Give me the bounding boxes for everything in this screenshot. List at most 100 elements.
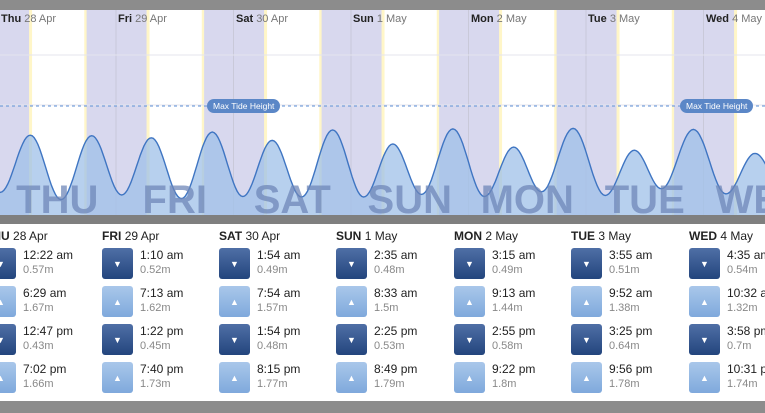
tide-time: 7:40 pm — [140, 362, 184, 376]
arrow-up-icon: ▲ — [571, 286, 602, 317]
tide-time: 2:25 pm — [374, 324, 418, 338]
day-header: Fri 29 Apr — [118, 13, 167, 25]
max-tide-label-2: Max Tide Height — [680, 99, 754, 113]
tide-time: 7:54 am — [257, 286, 301, 300]
day-header-dow: Sun — [353, 13, 374, 25]
day-header: Mon 2 May — [471, 13, 527, 25]
day-column-dow: MON — [454, 229, 482, 243]
day-header-date: 29 Apr — [135, 13, 167, 25]
low-tide-entry: ▼ 2:25 pm 0.53m — [336, 322, 453, 358]
arrow-up-icon: ▲ — [454, 286, 485, 317]
tide-time: 10:31 pm — [727, 362, 765, 376]
day-column-dow: SUN — [336, 229, 362, 243]
tide-height: 1.73m — [140, 378, 171, 390]
tide-height: 1.38m — [609, 302, 640, 314]
day-header-date: 2 May — [496, 13, 527, 25]
day-column-dow: TUE — [571, 229, 595, 243]
arrow-up-icon: ▲ — [336, 286, 367, 317]
arrow-up-icon: ▲ — [219, 362, 250, 393]
arrow-down-icon: ▼ — [454, 248, 485, 279]
tide-chart: THU FRI SAT SUN MON TUE WED Thu 28 Apr Fri 29 A… — [0, 10, 765, 215]
day-header-dow: Mon — [471, 13, 494, 25]
tide-time: 12:47 pm — [23, 324, 74, 338]
top-border — [0, 0, 765, 10]
tide-height: 0.64m — [609, 340, 640, 352]
arrow-down-icon: ▼ — [689, 324, 720, 355]
day-header-dow: Thu — [1, 13, 22, 25]
low-tide-entry: ▼ 12:47 pm 0.43m — [0, 322, 102, 358]
tide-time: 3:15 am — [492, 248, 536, 262]
day-column-dow: SAT — [219, 229, 243, 243]
arrow-down-icon: ▼ — [336, 324, 367, 355]
high-tide-entry: ▲ 8:15 pm 1.77m — [219, 360, 336, 396]
tide-height: 1.62m — [140, 302, 171, 314]
day-header: Wed 4 May — [706, 13, 762, 25]
tide-time: 3:25 pm — [609, 324, 653, 338]
high-tide-entry: ▲ 9:52 am 1.38m — [571, 284, 688, 320]
dusk-edge — [319, 10, 323, 215]
tide-height: 0.53m — [374, 340, 405, 352]
tide-height: 1.79m — [374, 378, 405, 390]
low-tide-entry: ▼ 3:58 pm 0.7m — [689, 322, 765, 358]
arrow-down-icon: ▼ — [0, 248, 16, 279]
low-tide-entry: ▼ 2:55 pm 0.58m — [454, 322, 571, 358]
tide-time: 9:22 pm — [492, 362, 536, 376]
tide-area — [0, 128, 765, 215]
tide-time: 7:02 pm — [23, 362, 67, 376]
arrow-down-icon: ▼ — [571, 324, 602, 355]
dusk-edge — [436, 10, 440, 215]
low-tide-entry: ▼ 2:35 am 0.48m — [336, 246, 453, 282]
low-tide-entry: ▼ 1:54 am 0.49m — [219, 246, 336, 282]
arrow-down-icon: ▼ — [571, 248, 602, 279]
tide-times-table: THU 28 Apr ▼ 12:22 am 0.57m ▲ 6:29 am 1.67m ▼ 12… — [0, 224, 765, 401]
tide-height: 1.57m — [257, 302, 288, 314]
tide-graph: THU FRI SAT SUN MON TUE WED — [0, 10, 765, 215]
arrow-down-icon: ▼ — [689, 248, 720, 279]
dawn-edge — [29, 10, 33, 215]
dusk-edge — [84, 10, 88, 215]
tide-time: 1:54 pm — [257, 324, 301, 338]
day-column-date: 29 Apr — [124, 229, 160, 243]
high-tide-entry: ▲ 8:49 pm 1.79m — [336, 360, 453, 396]
low-tide-entry: ▼ 1:54 pm 0.48m — [219, 322, 336, 358]
day-column-header: MON 2 May — [454, 229, 518, 243]
tide-time: 12:22 am — [23, 248, 74, 262]
high-tide-entry: ▲ 7:02 pm 1.66m — [0, 360, 102, 396]
day-header: Tue 3 May — [588, 13, 640, 25]
arrow-up-icon: ▲ — [689, 362, 720, 393]
day-column: SAT 30 Apr ▼ 1:54 am 0.49m ▲ 7:54 am 1.57m ▼ 1:5… — [219, 224, 336, 401]
tide-time: 9:56 pm — [609, 362, 653, 376]
dawn-edge — [616, 10, 620, 215]
day-header-date: 28 Apr — [24, 13, 57, 25]
tide-height: 1.5m — [374, 302, 399, 314]
tide-time: 8:49 pm — [374, 362, 418, 376]
high-tide-entry: ▲ 8:33 am 1.5m — [336, 284, 453, 320]
low-tide-entry: ▼ 4:35 am 0.54m — [689, 246, 765, 282]
tide-height: 0.58m — [492, 340, 523, 352]
arrow-up-icon: ▲ — [102, 362, 133, 393]
day-column-date: 2 May — [485, 229, 519, 243]
high-tide-entry: ▲ 7:40 pm 1.73m — [102, 360, 219, 396]
day-watermark-label: THU — [16, 178, 98, 215]
tide-height: 0.52m — [140, 264, 171, 276]
tide-height: 1.8m — [492, 378, 517, 390]
day-watermark-label: FRI — [143, 178, 207, 215]
day-column: FRI 29 Apr ▼ 1:10 am 0.52m ▲ 7:13 am 1.62m ▼ 1:2… — [102, 224, 219, 401]
tide-time: 9:13 am — [492, 286, 536, 300]
tide-time: 2:55 pm — [492, 324, 536, 338]
chart-table-divider — [0, 215, 765, 224]
day-column-date: 4 May — [720, 229, 754, 243]
low-tide-entry: ▼ 12:22 am 0.57m — [0, 246, 102, 282]
day-watermark-label: SAT — [254, 178, 331, 215]
high-tide-entry: ▲ 7:13 am 1.62m — [102, 284, 219, 320]
day-watermark-label: SUN — [368, 178, 452, 215]
tide-curve — [0, 127, 765, 201]
arrow-up-icon: ▲ — [0, 362, 16, 393]
dawn-edge — [381, 10, 385, 215]
tide-time: 1:54 am — [257, 248, 301, 262]
day-header: Sat 30 Apr — [236, 13, 288, 25]
max-tide-label: Max Tide Height — [207, 99, 281, 113]
dawn-edge — [499, 10, 503, 215]
tide-height: 1.78m — [609, 378, 640, 390]
